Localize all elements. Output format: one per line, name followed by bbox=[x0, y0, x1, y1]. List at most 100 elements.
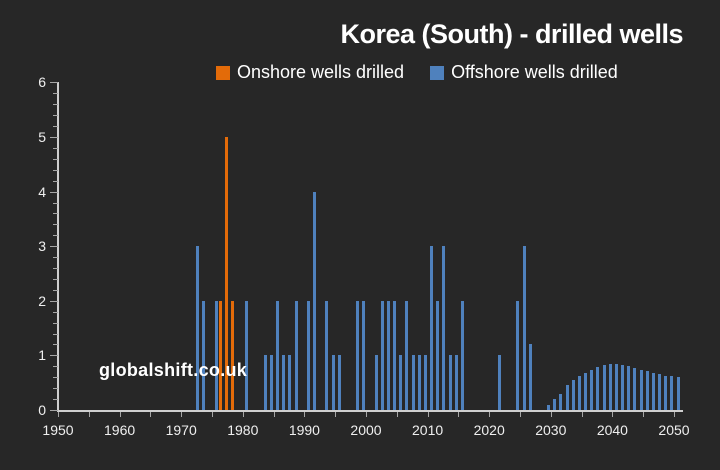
y-minor-tick-3.2 bbox=[53, 235, 58, 237]
x-axis-label-2040: 2040 bbox=[596, 422, 628, 438]
y-minor-tick-4.6 bbox=[53, 158, 58, 160]
legend-label-onshore: Onshore wells drilled bbox=[237, 62, 405, 82]
bar-offshore-2046 bbox=[651, 373, 655, 410]
x-tick-2035 bbox=[581, 412, 583, 417]
bar-offshore-1999 bbox=[362, 301, 366, 410]
bar-offshore-2025 bbox=[522, 246, 526, 410]
x-axis-label-1970: 1970 bbox=[165, 422, 197, 438]
x-tick-1975 bbox=[212, 412, 213, 417]
bar-offshore-1998 bbox=[356, 301, 360, 410]
bar-offshore-2035 bbox=[584, 373, 588, 410]
x-tick-1960 bbox=[119, 412, 121, 417]
bar-onshore-1977 bbox=[224, 137, 228, 410]
y-tick-0 bbox=[50, 410, 58, 411]
bar-offshore-2007 bbox=[411, 355, 415, 410]
bar-offshore-1980 bbox=[245, 301, 249, 410]
bar-offshore-2013 bbox=[448, 355, 452, 410]
bar-offshore-2011 bbox=[436, 301, 440, 410]
bar-offshore-1975 bbox=[214, 301, 218, 410]
x-tick-2010 bbox=[427, 412, 429, 417]
x-tick-1955 bbox=[88, 412, 90, 417]
x-tick-2020 bbox=[489, 412, 491, 417]
y-minor-tick-1.8 bbox=[53, 311, 58, 313]
bar-offshore-1988 bbox=[294, 301, 298, 410]
x-tick-2040 bbox=[612, 412, 614, 417]
x-tick-1985 bbox=[273, 412, 275, 417]
x-tick-1990 bbox=[304, 412, 306, 417]
x-axis-label-1980: 1980 bbox=[227, 422, 259, 438]
y-axis-label-5: 5 bbox=[38, 129, 46, 145]
y-minor-tick-2.6 bbox=[53, 268, 58, 270]
x-axis-label-2000: 2000 bbox=[350, 422, 382, 438]
bar-offshore-1983 bbox=[263, 355, 267, 410]
bar-offshore-1973 bbox=[202, 301, 206, 410]
legend: Onshore wells drilled Offshore wells dri… bbox=[216, 62, 618, 83]
watermark: globalshift.co.uk bbox=[99, 360, 248, 380]
y-axis-line bbox=[57, 82, 59, 411]
x-axis-label-2010: 2010 bbox=[412, 422, 444, 438]
offshore-swatch-icon bbox=[430, 65, 445, 80]
y-axis-label-6: 6 bbox=[38, 74, 46, 91]
bar-offshore-1995 bbox=[337, 355, 341, 410]
x-tick-2045 bbox=[643, 412, 645, 417]
bar-offshore-2050 bbox=[676, 377, 680, 410]
y-minor-tick-0.4 bbox=[53, 388, 58, 390]
y-minor-tick-3.6 bbox=[53, 213, 58, 215]
bar-offshore-2038 bbox=[602, 365, 606, 410]
bar-offshore-2037 bbox=[596, 367, 600, 410]
bar-offshore-2034 bbox=[577, 376, 581, 410]
x-axis-label-2020: 2020 bbox=[473, 422, 505, 438]
bar-offshore-2009 bbox=[423, 355, 427, 410]
bar-offshore-2006 bbox=[405, 301, 409, 410]
y-minor-tick-1.2 bbox=[53, 344, 58, 346]
bar-offshore-2029 bbox=[547, 405, 551, 410]
y-tick-3 bbox=[50, 246, 58, 248]
bar-offshore-2045 bbox=[645, 371, 649, 410]
bar-offshore-2048 bbox=[664, 376, 668, 410]
x-tick-2050 bbox=[674, 412, 675, 417]
x-axis-label-1950: 1950 bbox=[42, 422, 74, 438]
bar-offshore-2001 bbox=[374, 355, 378, 410]
y-minor-tick-5.2 bbox=[53, 126, 58, 128]
y-axis-label-1: 1 bbox=[38, 347, 46, 364]
bar-offshore-1991 bbox=[313, 192, 317, 410]
bar-offshore-2033 bbox=[571, 380, 575, 410]
x-tick-1950 bbox=[58, 412, 59, 417]
bar-offshore-2008 bbox=[417, 355, 421, 410]
bar-offshore-2036 bbox=[590, 370, 594, 410]
bar-offshore-1994 bbox=[331, 355, 335, 410]
bar-offshore-1986 bbox=[282, 355, 286, 410]
y-axis-label-4: 4 bbox=[38, 183, 46, 200]
bar-offshore-2043 bbox=[633, 368, 637, 410]
y-minor-tick-1.4 bbox=[53, 333, 58, 335]
x-tick-1980 bbox=[242, 412, 244, 417]
bar-offshore-1985 bbox=[276, 301, 280, 410]
bar-offshore-2002 bbox=[380, 301, 384, 410]
y-tick-2 bbox=[50, 300, 58, 302]
x-tick-2005 bbox=[396, 412, 398, 417]
bar-offshore-2004 bbox=[393, 301, 397, 410]
bar-offshore-1990 bbox=[306, 301, 310, 410]
bar-offshore-2026 bbox=[528, 344, 532, 410]
bar-offshore-2041 bbox=[621, 365, 625, 410]
bar-offshore-1972 bbox=[196, 246, 200, 410]
bar-offshore-2047 bbox=[658, 374, 662, 410]
bar-offshore-2014 bbox=[454, 355, 458, 410]
y-minor-tick-4.4 bbox=[53, 169, 58, 171]
x-axis-label-1990: 1990 bbox=[288, 422, 320, 438]
bar-offshore-2015 bbox=[460, 301, 464, 410]
bar-offshore-2010 bbox=[430, 246, 434, 410]
bar-offshore-2021 bbox=[497, 355, 501, 410]
bar-offshore-2024 bbox=[516, 301, 520, 410]
bar-offshore-2012 bbox=[442, 246, 446, 410]
y-minor-tick-5.8 bbox=[53, 93, 58, 95]
y-minor-tick-4.2 bbox=[53, 180, 58, 182]
y-minor-tick-2.2 bbox=[53, 289, 58, 291]
x-tick-2025 bbox=[520, 412, 521, 417]
y-minor-tick-0.2 bbox=[53, 399, 58, 401]
bar-offshore-1987 bbox=[288, 355, 292, 410]
x-axis-label-2030: 2030 bbox=[535, 422, 567, 438]
bar-offshore-2031 bbox=[559, 394, 563, 410]
chart-title: Korea (South) - drilled wells bbox=[340, 19, 683, 49]
